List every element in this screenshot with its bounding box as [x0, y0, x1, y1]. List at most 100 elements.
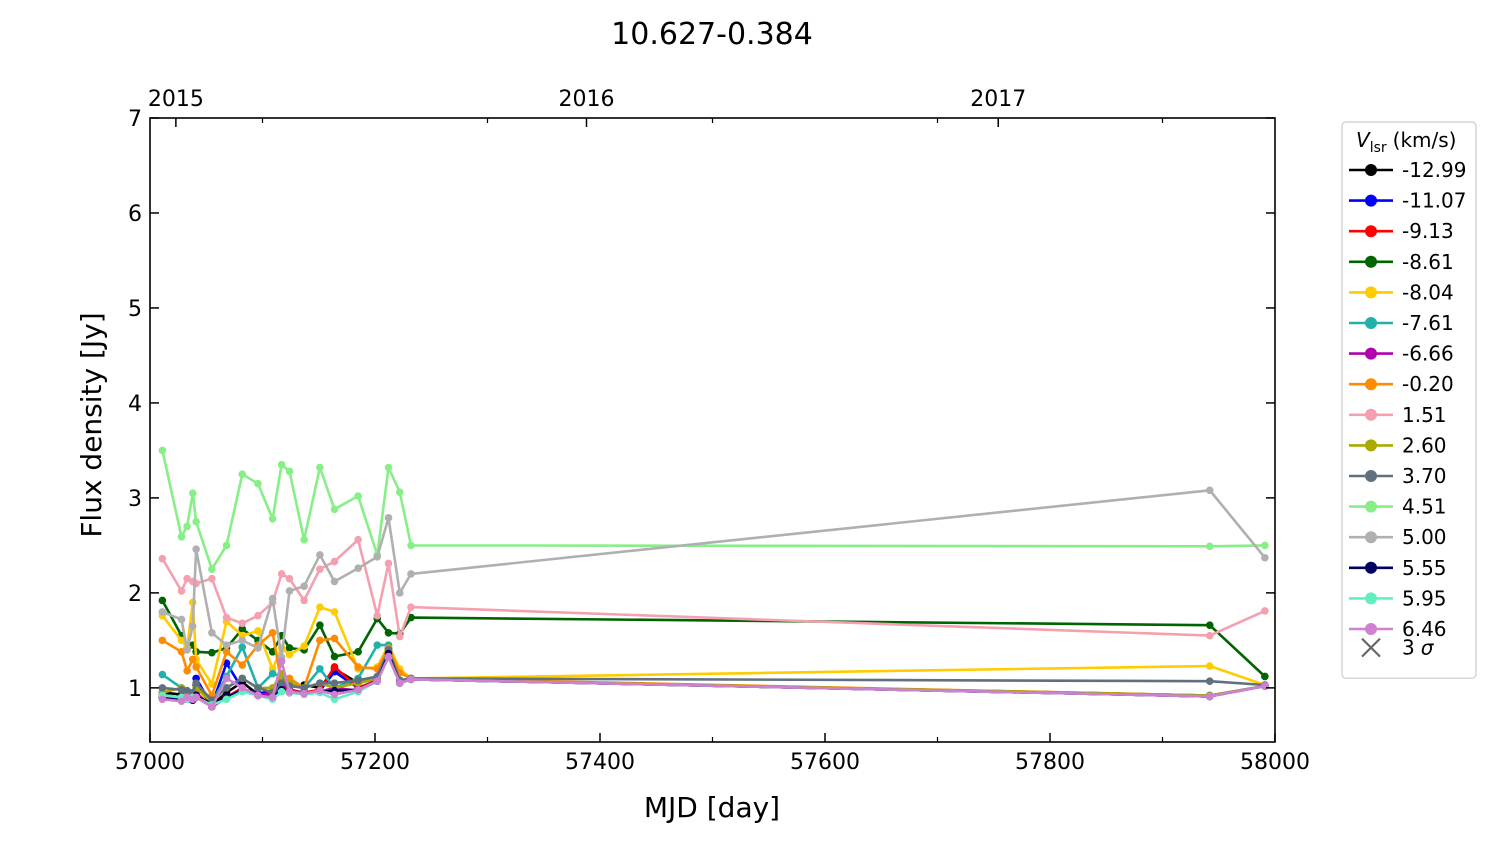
data-point-12-0 [158, 608, 167, 616]
data-point-11-12 [300, 535, 308, 544]
data-point-8-8 [254, 611, 262, 620]
data-point-12-3 [188, 622, 197, 630]
y-axis-label: Flux density [Jy] [75, 312, 108, 537]
data-point-14-10 [277, 687, 286, 696]
data-point-10-15 [354, 676, 362, 685]
y-tick-label-6: 7 [128, 107, 142, 132]
legend-marker-4 [1365, 286, 1377, 299]
legend-marker-10 [1365, 470, 1377, 482]
legend-label-4: -8.04 [1402, 280, 1454, 304]
data-point-8-2 [183, 574, 191, 583]
x-tick-label-5: 58000 [1240, 750, 1310, 775]
data-point-3-11 [285, 644, 294, 652]
y-tick-label-0: 1 [128, 677, 142, 702]
legend-marker-3 [1365, 255, 1377, 268]
legend-label-9: 2.60 [1402, 433, 1447, 457]
data-point-5-0 [158, 670, 167, 679]
data-point-8-11 [285, 574, 294, 583]
data-point-7-14 [330, 634, 339, 643]
data-point-15-10 [277, 657, 286, 666]
x-tick-label-1: 57200 [340, 750, 410, 775]
legend-label-1: -11.07 [1402, 189, 1466, 213]
data-point-5-7 [238, 643, 247, 651]
data-point-11-7 [238, 470, 247, 478]
data-point-8-7 [238, 619, 247, 628]
legend-sigma-symbol: σ [1421, 636, 1435, 660]
data-point-12-5 [208, 628, 216, 637]
series-line-4 [161, 601, 1266, 687]
data-point-7-0 [158, 636, 167, 645]
data-point-8-18 [395, 632, 404, 641]
data-point-11-21 [1261, 541, 1269, 550]
legend-title-symbol: V [1356, 128, 1371, 152]
legend-marker-14 [1365, 592, 1377, 605]
data-point-8-0 [158, 554, 167, 563]
data-point-12-9 [268, 594, 277, 603]
data-point-8-20 [1205, 631, 1214, 640]
data-point-15-13 [316, 686, 324, 695]
data-point-4-12 [300, 642, 308, 650]
legend-title: Vlsr (km/s) [1356, 128, 1456, 156]
data-point-3-17 [384, 628, 393, 637]
data-point-10-6 [222, 684, 231, 692]
top-tick-label-0: 2015 [148, 87, 204, 112]
data-point-15-1 [177, 697, 186, 705]
data-point-12-14 [330, 577, 339, 586]
legend-title-unit: (km/s) [1393, 128, 1457, 152]
data-point-2-14 [330, 663, 339, 671]
data-point-4-13 [316, 603, 324, 611]
data-point-15-7 [238, 684, 247, 692]
data-point-10-12 [300, 684, 308, 692]
data-point-11-3 [188, 489, 197, 497]
x-tick-label-0: 57000 [115, 750, 185, 775]
legend-label-5: -7.61 [1402, 311, 1454, 335]
legend-marker-2 [1365, 225, 1377, 238]
data-point-11-14 [330, 505, 339, 514]
legend-marker-15 [1365, 623, 1377, 635]
data-point-15-6 [222, 674, 231, 683]
data-point-4-14 [330, 608, 339, 616]
legend-marker-9 [1365, 439, 1377, 452]
data-point-15-5 [208, 703, 216, 711]
top-tick-label-2: 2017 [970, 87, 1026, 112]
data-point-8-14 [330, 557, 339, 566]
legend-label-7: -0.20 [1402, 372, 1454, 396]
data-point-12-17 [384, 514, 393, 522]
legend-label-12: 5.00 [1402, 525, 1447, 549]
y-tick-label-4: 5 [128, 297, 142, 322]
legend-marker-5 [1365, 317, 1377, 329]
data-point-11-0 [158, 446, 167, 455]
data-point-3-13 [316, 621, 324, 629]
x-tick-label-4: 57800 [1015, 750, 1085, 775]
data-point-15-17 [384, 652, 393, 661]
data-point-7-7 [238, 661, 247, 669]
data-point-11-2 [183, 522, 191, 531]
data-point-15-8 [254, 691, 262, 700]
data-point-15-16 [373, 677, 382, 686]
data-point-12-16 [373, 552, 382, 561]
data-point-15-15 [354, 685, 362, 694]
data-point-12-8 [254, 644, 262, 652]
data-point-11-8 [254, 479, 262, 488]
data-point-5-16 [373, 641, 382, 649]
data-point-10-20 [1205, 677, 1214, 686]
data-point-8-1 [177, 587, 186, 595]
legend-marker-13 [1365, 561, 1377, 574]
data-point-10-8 [254, 684, 262, 692]
legend-marker-1 [1365, 194, 1377, 207]
data-point-12-7 [238, 636, 247, 645]
data-point-3-7 [238, 625, 247, 633]
data-point-11-6 [222, 541, 231, 550]
legend-label-3: -8.61 [1402, 250, 1454, 274]
data-point-15-18 [395, 679, 404, 687]
y-tick-label-2: 3 [128, 487, 142, 512]
data-point-10-14 [330, 679, 339, 687]
data-point-10-10 [277, 679, 286, 687]
y-tick-label-3: 4 [128, 392, 142, 417]
data-point-10-0 [158, 684, 167, 692]
legend-label-0: -12.99 [1402, 158, 1466, 182]
legend-sigma-number: 3 [1402, 636, 1415, 660]
data-point-10-1 [177, 685, 186, 694]
data-point-11-9 [268, 515, 277, 523]
data-point-15-14 [330, 690, 339, 699]
